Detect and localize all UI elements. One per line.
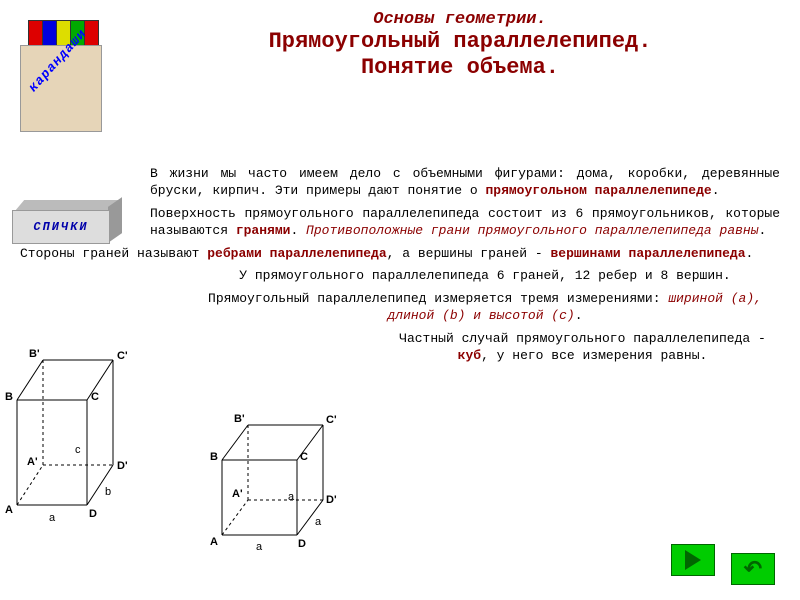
svg-text:A': A' [232,488,243,500]
para2: Поверхность прямоугольного параллелепипе… [150,206,780,240]
nav-controls: ↶ [665,544,775,585]
svg-text:B': B' [29,348,40,360]
para5: Прямоугольный параллелепипед измеряется … [190,291,780,325]
return-button[interactable]: ↶ [731,553,775,585]
svg-text:A: A [5,504,13,516]
matchbox-side [108,197,122,243]
svg-text:D: D [298,538,306,550]
para6: Частный случай прямоугольного параллелеп… [385,331,780,365]
matchbox-label: СПИЧКИ [33,220,88,234]
svg-text:D': D' [326,494,337,506]
arrow-right-icon [685,550,701,570]
svg-text:A: A [210,536,218,548]
svg-text:a: a [49,512,56,524]
svg-text:b: b [105,486,111,498]
next-button[interactable] [671,544,715,576]
svg-text:C: C [91,391,99,403]
svg-text:C: C [300,451,308,463]
svg-text:D': D' [117,460,128,472]
matchbox-top [16,200,118,210]
svg-text:C': C' [326,414,337,426]
svg-text:a: a [315,516,322,528]
svg-text:C': C' [117,350,128,362]
svg-text:D: D [89,508,97,520]
svg-text:B: B [5,391,13,403]
para1: В жизни мы часто имеем дело с объемными … [150,166,780,200]
matchbox-illustration: СПИЧКИ [12,200,122,248]
u-turn-icon: ↶ [744,556,762,581]
crayon-illustration: карандаши [20,15,100,130]
svg-text:c: c [75,444,81,456]
matchbox-front: СПИЧКИ [12,210,110,244]
para3: Стороны граней называют ребрами параллел… [20,246,780,263]
title-line2: Прямоугольный параллелепипед. [140,29,780,55]
title-line3: Понятие объема. [140,55,780,81]
cube-diagram: A B D C A' B' D' C' a a a [210,395,370,565]
cuboid-diagram: A B D C A' B' D' C' a b c [5,335,175,535]
svg-text:A': A' [27,456,38,468]
svg-text:a: a [256,541,263,553]
title-line1: Основы геометрии. [140,10,780,29]
svg-text:B': B' [234,413,245,425]
svg-text:a: a [288,491,295,503]
para4: У прямоугольного параллелепипеда 6 гране… [190,268,780,285]
svg-text:B: B [210,451,218,463]
